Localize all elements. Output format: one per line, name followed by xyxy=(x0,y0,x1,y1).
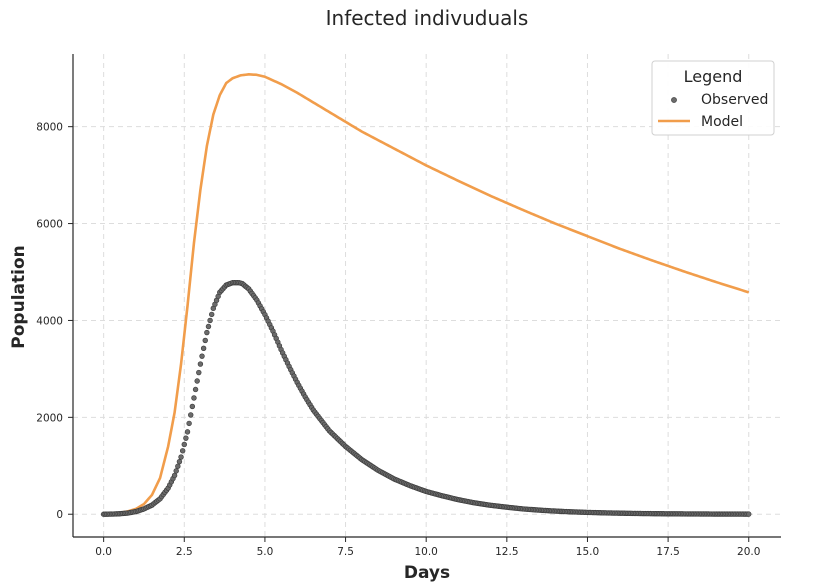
observed-point xyxy=(202,337,208,344)
observed-point xyxy=(186,420,192,427)
observed-point xyxy=(200,345,207,352)
x-tick-label: 20.0 xyxy=(737,546,760,558)
legend-frame xyxy=(651,60,775,136)
observed-point xyxy=(173,468,179,474)
observed-point xyxy=(175,463,181,469)
y-tick-label: 8000 xyxy=(36,122,63,134)
observed-point xyxy=(181,441,187,448)
x-tick-label: 0.0 xyxy=(95,546,112,558)
observed-point xyxy=(197,361,204,367)
y-tick-label: 4000 xyxy=(36,315,63,327)
y-tick-label: 0 xyxy=(56,509,63,521)
x-tick-label: 10.0 xyxy=(414,546,437,558)
observed-point xyxy=(204,329,210,336)
observed-point xyxy=(188,412,194,418)
observed-point xyxy=(194,378,200,384)
legend-observed-marker xyxy=(671,97,677,103)
model-line xyxy=(103,73,750,516)
y-ticks: 0 2000 4000 6000 8000 xyxy=(36,122,73,521)
x-ticks: 0.0 2.5 5.0 7.5 10.0 12.5 15.0 17.5 20.0 xyxy=(95,537,760,558)
observed-point xyxy=(209,311,215,318)
legend-model-label: Model xyxy=(701,114,743,130)
observed-point xyxy=(171,472,178,479)
x-tick-label: 7.5 xyxy=(337,546,354,558)
y-tick-label: 6000 xyxy=(36,219,63,231)
observed-point xyxy=(192,386,199,393)
legend-title: Legend xyxy=(684,67,743,86)
observed-point xyxy=(191,395,197,401)
series-layer xyxy=(100,73,752,517)
observed-point xyxy=(179,448,186,454)
observed-point xyxy=(205,323,212,330)
legend: Legend Observed Model xyxy=(651,60,775,136)
x-tick-label: 5.0 xyxy=(257,546,274,558)
observed-point xyxy=(196,369,202,376)
observed-point xyxy=(199,353,205,359)
observed-point xyxy=(746,511,752,517)
y-tick-label: 2000 xyxy=(36,412,63,424)
observed-point xyxy=(189,403,196,410)
legend-observed-label: Observed xyxy=(701,92,768,108)
x-axis-title: Days xyxy=(404,563,450,583)
observed-point xyxy=(183,435,189,441)
chart-title: Infected indivuduals xyxy=(326,6,529,30)
axes xyxy=(72,54,781,538)
observed-point xyxy=(207,317,213,324)
observed-point xyxy=(184,429,191,435)
x-tick-label: 2.5 xyxy=(176,546,193,558)
y-axis-title: Population xyxy=(9,245,29,348)
x-tick-label: 15.0 xyxy=(576,546,599,558)
x-tick-label: 17.5 xyxy=(656,546,679,558)
observed-point xyxy=(176,458,183,465)
observed-point xyxy=(178,454,184,460)
x-tick-label: 12.5 xyxy=(495,546,518,558)
